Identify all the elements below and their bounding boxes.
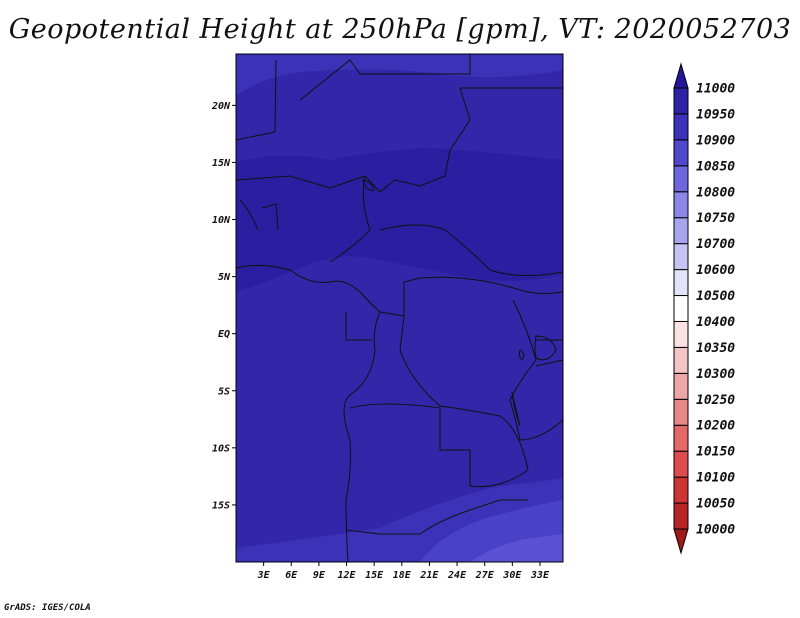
colorbar-label: 10500 — [696, 289, 735, 304]
colorbar-under-triangle — [673, 528, 689, 555]
latitude-ticks: 20N 15N 10N 5N EQ 5S 10S 15S — [211, 101, 236, 511]
lat-tick-label: 15S — [212, 500, 230, 511]
colorbar-label: 10200 — [696, 419, 735, 434]
field-base — [236, 54, 563, 562]
colorbar-segment — [673, 139, 689, 167]
colorbar-segment — [673, 295, 689, 322]
longitude-ticks: 3E 6E 9E 12E 15E 18E 21E 24E 27E 30E 33E — [257, 562, 550, 581]
colorbar-label: 10250 — [696, 393, 735, 408]
colorbar-segment — [673, 113, 689, 141]
lat-tick-label: 20N — [211, 101, 231, 112]
colorbar-segment — [673, 87, 689, 115]
lat-tick-label: 10N — [212, 215, 231, 226]
colorbar-segment — [673, 346, 689, 374]
colorbar-label: 10750 — [696, 211, 735, 226]
map-title: Geopotential Height at 250hPa [gpm], VT:… — [8, 14, 792, 45]
colorbar-label: 10800 — [696, 185, 735, 200]
lon-tick-label: 24E — [447, 570, 467, 581]
colorbar-segment — [673, 217, 689, 245]
colorbar-segment — [673, 476, 689, 504]
colorbar-segment — [673, 320, 689, 348]
lon-tick-label: 6E — [285, 570, 298, 581]
colorbar: 10000 10050 10100 10150 10200 10250 10300 10350… — [673, 62, 735, 555]
field-band-north-high — [236, 54, 563, 96]
colorbar-label: 10850 — [696, 159, 735, 174]
colorbar-label: 10950 — [696, 107, 735, 122]
lat-tick-label: EQ — [218, 329, 230, 340]
colorbar-segment — [673, 165, 689, 193]
colorbar-segment — [673, 191, 689, 219]
colorbar-segment — [673, 450, 689, 478]
colorbar-segment — [673, 269, 689, 297]
colorbar-label: 10700 — [696, 237, 735, 252]
lat-tick-label: 15N — [212, 158, 231, 169]
colorbar-segment — [673, 424, 689, 452]
colorbar-label: 10150 — [696, 445, 735, 460]
colorbar-segment — [673, 502, 689, 530]
colorbar-label: 10050 — [696, 497, 735, 512]
colorbar-over-triangle — [673, 62, 689, 89]
colorbar-segment — [673, 398, 689, 426]
colorbar-label: 10400 — [696, 315, 735, 330]
lon-tick-label: 12E — [338, 570, 357, 581]
colorbar-label: 10300 — [696, 367, 735, 382]
lon-tick-label: 9E — [313, 570, 326, 581]
lon-tick-label: 27E — [475, 570, 495, 581]
colorbar-label: 10100 — [696, 471, 735, 486]
lat-tick-label: 5N — [218, 272, 231, 283]
colorbar-label: 10000 — [696, 523, 735, 538]
lakes — [362, 179, 557, 427]
map-frame — [235, 53, 564, 563]
grads-credit: GrADS: IGES/COLA — [4, 603, 91, 613]
lat-tick-label: 10S — [212, 443, 230, 454]
country-borders — [236, 54, 563, 562]
lon-tick-label: 18E — [393, 570, 412, 581]
colorbar-label: 10600 — [696, 263, 735, 278]
lat-tick-label: 5S — [218, 386, 230, 397]
colorbar-segment — [673, 243, 689, 271]
colorbar-label: 10900 — [696, 133, 735, 148]
map-area — [236, 54, 563, 562]
lon-tick-label: 21E — [419, 570, 439, 581]
field-band-south-highest — [470, 534, 563, 562]
lon-tick-label: 33E — [530, 570, 550, 581]
lon-tick-label: 3E — [257, 570, 271, 581]
colorbar-label: 10350 — [696, 341, 735, 356]
lon-tick-label: 15E — [365, 570, 384, 581]
lon-tick-label: 30E — [502, 570, 522, 581]
colorbar-segment — [673, 372, 689, 400]
colorbar-label: 11000 — [696, 82, 735, 97]
